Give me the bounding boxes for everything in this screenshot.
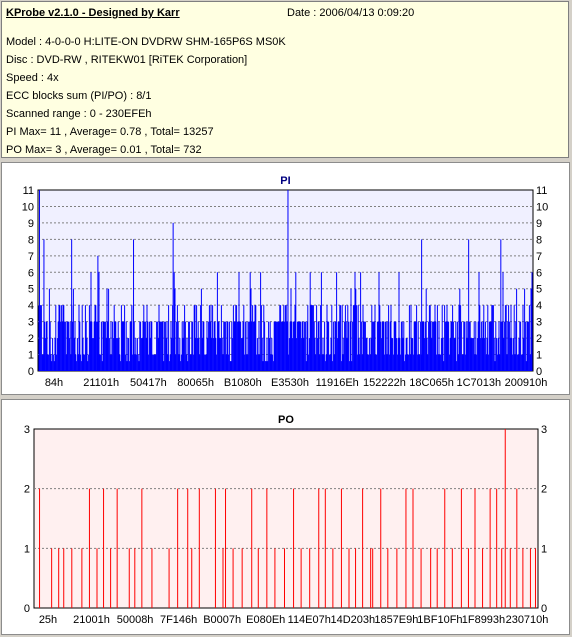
y-tick-label-left: 11	[23, 185, 34, 197]
y-tick-label-right: 9	[536, 218, 542, 230]
chart-title: PI	[280, 175, 290, 187]
y-tick-label-left: 6	[28, 267, 34, 279]
y-tick-label-right: 1	[536, 350, 542, 362]
x-tick-label: 7F146h	[160, 614, 197, 626]
x-tick-label: 14D203h	[330, 614, 375, 626]
y-tick-label-left: 2	[28, 333, 34, 345]
y-tick-label-right: 0	[541, 603, 547, 615]
y-tick-label-right: 7	[536, 251, 542, 263]
y-tick-label-left: 9	[28, 218, 34, 230]
y-tick-label-right: 0	[536, 366, 542, 378]
speed-line: Speed : 4x	[6, 72, 59, 84]
y-tick-label-left: 4	[28, 300, 34, 312]
pi-bars	[38, 190, 533, 371]
x-tick-label: 80065h	[177, 377, 214, 389]
x-tick-label: 25h	[39, 614, 57, 626]
x-tick-label: E3530h	[271, 377, 309, 389]
model-line: Model : 4-0-0-0 H:LITE-ON DVDRW SHM-165P…	[6, 36, 286, 48]
y-tick-label-left: 5	[28, 284, 34, 296]
y-tick-label-left: 0	[28, 366, 34, 378]
y-tick-label-left: 0	[24, 603, 30, 615]
x-tick-label: 1F8993h	[462, 614, 505, 626]
plot-area	[33, 428, 539, 609]
x-tick-label: 21101h	[83, 377, 119, 389]
x-tick-label: 200910h	[505, 377, 548, 389]
x-tick-label: 1857E9h	[374, 614, 418, 626]
pi-stats-line: PI Max= 11 , Average= 0.78 , Total= 1325…	[6, 126, 214, 138]
y-tick-label-right: 10	[536, 201, 548, 213]
y-tick-label-right: 3	[536, 317, 542, 329]
info-panel: KProbe v2.1.0 - Designed by Karr Date : …	[1, 1, 569, 158]
scan-date: Date : 2006/04/13 0:09:20	[287, 7, 415, 19]
x-tick-label: 84h	[45, 377, 63, 389]
x-tick-label: 1BF10Fh	[417, 614, 462, 626]
x-tick-label: B0007h	[203, 614, 241, 626]
y-tick-label-right: 2	[541, 484, 547, 496]
y-tick-label-right: 5	[536, 284, 542, 296]
x-tick-label: 152222h	[363, 377, 406, 389]
y-tick-label-left: 8	[28, 234, 34, 246]
y-tick-label-left: 1	[24, 543, 30, 555]
y-tick-label-right: 1	[541, 543, 547, 555]
y-tick-label-left: 10	[22, 201, 34, 213]
x-tick-label: 1C7013h	[456, 377, 501, 389]
po-chart: PO 0 0 1 1 2 2 3 3 25h 21001h 50008h 7F146h B0007h E08…	[24, 414, 549, 626]
x-tick-label: 21001h	[73, 614, 110, 626]
y-tick-label-right: 4	[536, 300, 542, 312]
ecc-line: ECC blocks sum (PI/PO) : 8/1	[6, 90, 152, 102]
po-chart-panel: PO 0 0 1 1 2 2 3 3 25h 21001h 50008h 7F146h B0007h E08…	[1, 399, 570, 635]
y-tick-label-left: 1	[28, 350, 34, 362]
x-tick-label: E080Eh	[246, 614, 285, 626]
pi-chart-panel: PI 0 0 1 1 2 2 3 3 4 4 5 5 6 6 7 7 8 8 9 9 10 10 11 11 84h 21101h 5…	[1, 162, 570, 395]
po-bars	[39, 429, 536, 608]
po-stats-line: PO Max= 3 , Average= 0.01 , Total= 732	[6, 144, 202, 156]
y-tick-label-left: 2	[24, 484, 30, 496]
y-tick-label-left: 3	[28, 317, 34, 329]
range-line: Scanned range : 0 - 230EFEh	[6, 108, 152, 120]
x-tick-label: 230710h	[506, 614, 549, 626]
app-title: KProbe v2.1.0 - Designed by Karr	[6, 7, 180, 19]
y-tick-label-right: 3	[541, 424, 547, 436]
x-tick-label: 50008h	[117, 614, 154, 626]
disc-line: Disc : DVD-RW , RITEKW01 [RiTEK Corporat…	[6, 54, 248, 66]
y-tick-label-right: 2	[536, 333, 542, 345]
x-tick-label: 18C065h	[409, 377, 454, 389]
y-tick-label-left: 7	[28, 251, 34, 263]
y-tick-label-right: 11	[536, 185, 547, 197]
x-tick-label: 50417h	[130, 377, 167, 389]
x-tick-label: B1080h	[224, 377, 262, 389]
y-tick-label-left: 3	[24, 424, 30, 436]
y-tick-label-right: 8	[536, 234, 542, 246]
x-tick-label: 11916Eh	[316, 377, 359, 389]
x-tick-label: 114E07h	[288, 614, 331, 626]
chart-title: PO	[278, 414, 294, 426]
y-tick-label-right: 6	[536, 267, 542, 279]
